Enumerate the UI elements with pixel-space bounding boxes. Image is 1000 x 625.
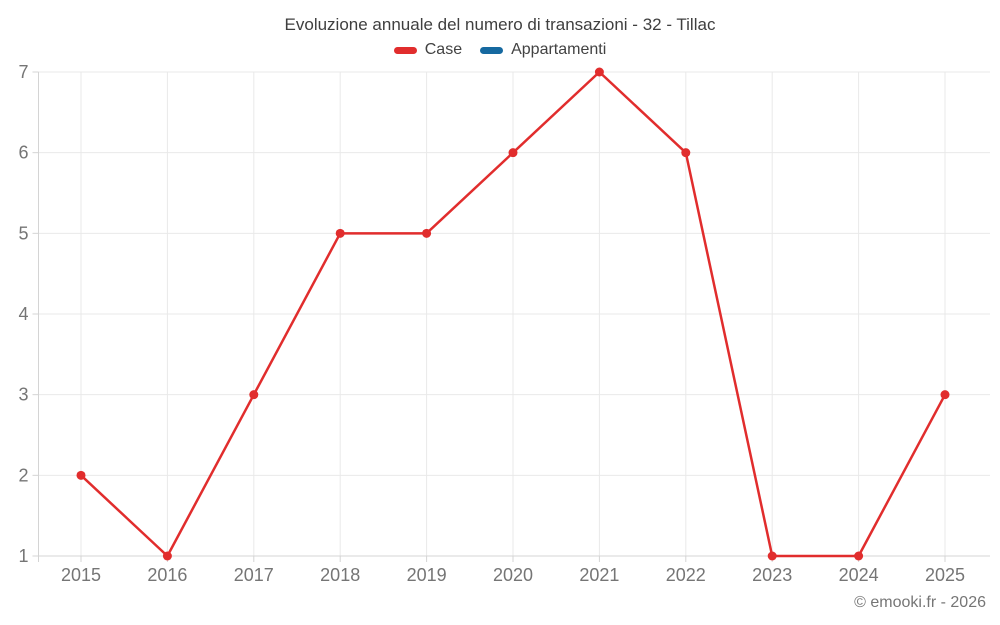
x-axis-label: 2020 <box>493 565 533 585</box>
y-axis-label: 1 <box>18 546 28 566</box>
data-point <box>249 390 259 400</box>
data-point <box>162 551 172 561</box>
legend-label-appartamenti: Appartamenti <box>511 41 607 58</box>
data-point <box>854 551 864 561</box>
legend-label-case: Case <box>424 41 463 58</box>
data-point <box>335 228 345 238</box>
y-axis-label: 7 <box>18 62 28 82</box>
x-axis-label: 2015 <box>61 565 101 585</box>
x-axis-label: 2023 <box>752 565 792 585</box>
x-axis-label: 2021 <box>579 565 619 585</box>
data-point <box>767 551 777 561</box>
data-point <box>940 390 950 400</box>
data-point <box>76 470 86 480</box>
chart-legend: Case Appartamenti <box>0 42 1000 58</box>
data-point <box>681 148 691 158</box>
y-axis-label: 5 <box>18 223 28 243</box>
x-axis-label: 2017 <box>234 565 274 585</box>
watermark: © emooki.fr - 2026 <box>854 594 986 611</box>
y-axis-label: 4 <box>18 304 28 324</box>
legend-swatch-appartamenti <box>480 46 504 54</box>
x-axis-label: 2025 <box>925 565 965 585</box>
legend-swatch-case <box>393 46 417 54</box>
data-point <box>422 228 432 238</box>
chart-title: Evoluzione annuale del numero di transaz… <box>284 15 716 34</box>
data-point <box>594 67 604 77</box>
x-axis-label: 2018 <box>320 565 360 585</box>
x-axis-label: 2019 <box>407 565 447 585</box>
legend-item-case[interactable]: Case <box>393 41 463 58</box>
x-axis-label: 2022 <box>666 565 706 585</box>
legend-item-appartamenti[interactable]: Appartamenti <box>480 42 606 58</box>
x-axis-label: 2016 <box>147 565 187 585</box>
x-axis-label: 2024 <box>839 565 879 585</box>
y-axis-label: 6 <box>18 143 28 163</box>
y-axis-label: 3 <box>18 385 28 405</box>
y-axis-label: 2 <box>18 465 28 485</box>
data-point <box>508 148 518 158</box>
